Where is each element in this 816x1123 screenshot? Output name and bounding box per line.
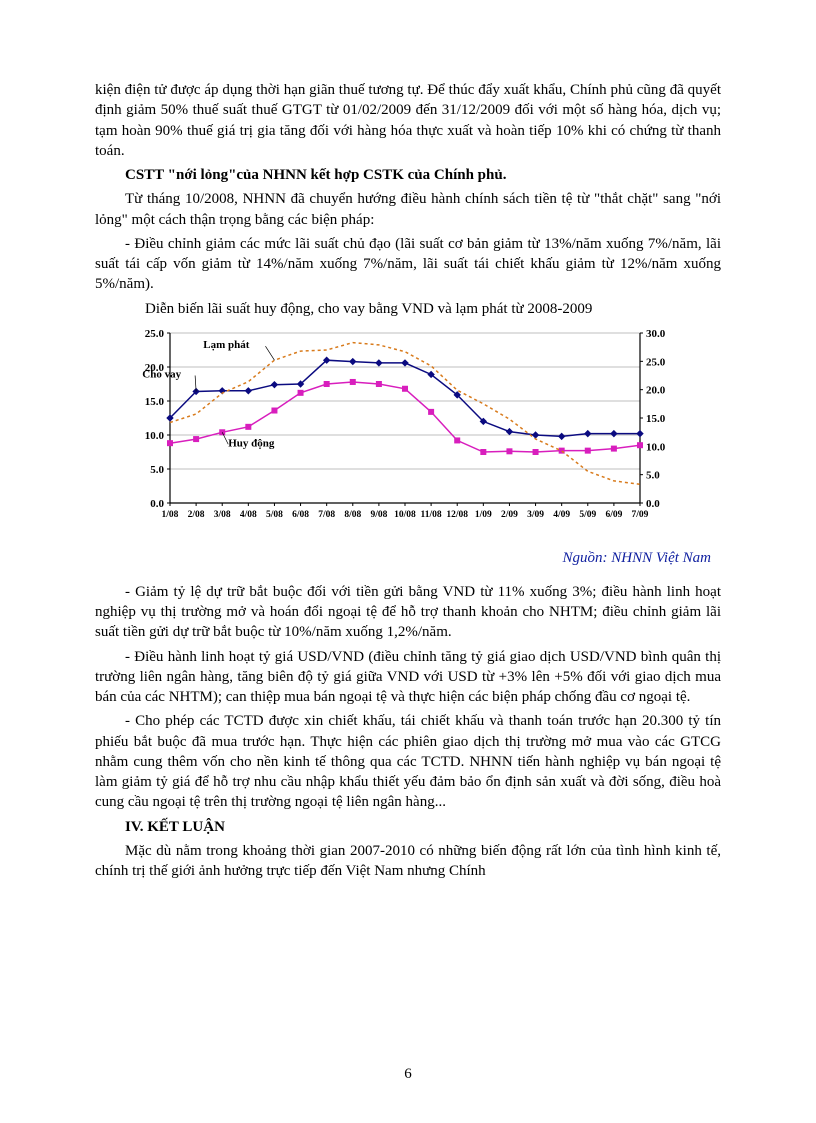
svg-text:Huy động: Huy động bbox=[228, 437, 275, 449]
svg-text:5.0: 5.0 bbox=[646, 469, 660, 481]
svg-text:2/08: 2/08 bbox=[188, 510, 205, 520]
svg-text:10/08: 10/08 bbox=[394, 510, 416, 520]
svg-text:Cho vay: Cho vay bbox=[142, 368, 181, 380]
svg-text:15.0: 15.0 bbox=[646, 413, 666, 425]
body-text: - Cho phép các TCTD được xin chiết khấu,… bbox=[95, 711, 721, 812]
svg-text:20.0: 20.0 bbox=[646, 384, 666, 396]
svg-text:0.0: 0.0 bbox=[150, 498, 164, 510]
chart-source: Nguồn: NHNN Việt Nam bbox=[95, 550, 721, 567]
svg-text:Lạm phát: Lạm phát bbox=[203, 339, 249, 351]
page-container: kiện điện tử được áp dụng thời hạn giãn … bbox=[0, 0, 816, 1123]
svg-text:5.0: 5.0 bbox=[150, 464, 164, 476]
svg-text:3/08: 3/08 bbox=[214, 510, 231, 520]
page-number: 6 bbox=[0, 1066, 816, 1083]
chart-caption: Diễn biến lãi suất huy động, cho vay bằn… bbox=[95, 299, 721, 319]
svg-text:15.0: 15.0 bbox=[145, 396, 165, 408]
svg-text:1/08: 1/08 bbox=[162, 510, 179, 520]
svg-text:0.0: 0.0 bbox=[646, 498, 660, 510]
body-text: kiện điện tử được áp dụng thời hạn giãn … bbox=[95, 80, 721, 161]
svg-text:4/09: 4/09 bbox=[553, 510, 570, 520]
svg-text:5/08: 5/08 bbox=[266, 510, 283, 520]
interest-rate-chart: 0.05.010.015.020.025.00.05.010.015.020.0… bbox=[125, 325, 685, 535]
svg-text:6/09: 6/09 bbox=[605, 510, 622, 520]
svg-text:25.0: 25.0 bbox=[145, 328, 165, 340]
body-text: Từ tháng 10/2008, NHNN đã chuyển hướng đ… bbox=[95, 189, 721, 230]
svg-text:4/08: 4/08 bbox=[240, 510, 257, 520]
svg-text:30.0: 30.0 bbox=[646, 328, 666, 340]
svg-text:10.0: 10.0 bbox=[646, 441, 666, 453]
body-text: - Điều hành linh hoạt tỷ giá USD/VND (đi… bbox=[95, 647, 721, 708]
section-heading: IV. KẾT LUẬN bbox=[95, 817, 721, 837]
svg-text:7/08: 7/08 bbox=[318, 510, 335, 520]
svg-text:6/08: 6/08 bbox=[292, 510, 309, 520]
svg-text:11/08: 11/08 bbox=[421, 510, 442, 520]
svg-text:3/09: 3/09 bbox=[527, 510, 544, 520]
svg-text:12/08: 12/08 bbox=[446, 510, 468, 520]
svg-text:7/09: 7/09 bbox=[632, 510, 649, 520]
body-text: - Giảm tỷ lệ dự trữ bắt buộc đối với tiề… bbox=[95, 582, 721, 643]
body-text: Mặc dù nằm trong khoảng thời gian 2007-2… bbox=[95, 841, 721, 882]
svg-text:1/09: 1/09 bbox=[475, 510, 492, 520]
svg-text:25.0: 25.0 bbox=[646, 356, 666, 368]
svg-text:5/09: 5/09 bbox=[579, 510, 596, 520]
svg-text:10.0: 10.0 bbox=[145, 430, 165, 442]
svg-text:8/08: 8/08 bbox=[344, 510, 361, 520]
section-heading: CSTT "nới lỏng"của NHNN kết hợp CSTK của… bbox=[95, 165, 721, 185]
body-text: - Điều chỉnh giảm các mức lãi suất chủ đ… bbox=[95, 234, 721, 295]
svg-text:2/09: 2/09 bbox=[501, 510, 518, 520]
svg-text:9/08: 9/08 bbox=[370, 510, 387, 520]
